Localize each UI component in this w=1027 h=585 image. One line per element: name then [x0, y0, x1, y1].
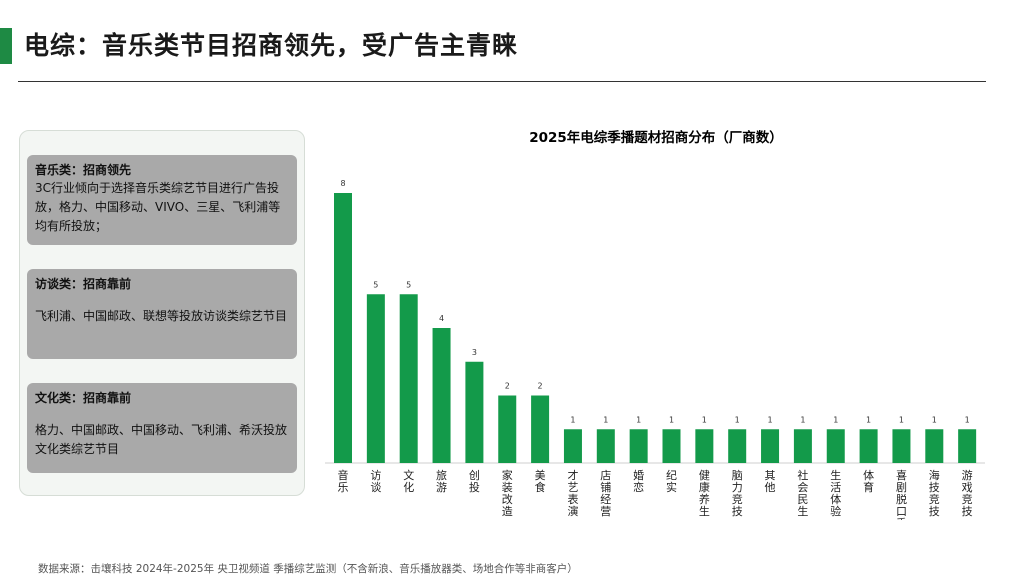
bar-value-label: 1	[833, 415, 838, 424]
category-label: 才艺表演	[567, 468, 578, 518]
bar-chart: 2025年电综季播题材招商分布（厂商数） 8 音乐 5 访谈 5 文化 4 旅游 3 创投 2 家装改…	[325, 129, 985, 520]
data-source-note: 数据来源：击壤科技 2024年-2025年 央卫视频道 季播综艺监测（不含新浪、…	[38, 563, 578, 575]
category-label: 文化	[403, 468, 414, 494]
bar-10	[629, 429, 648, 463]
bar-value-label: 1	[899, 415, 904, 424]
insight-card-interview: 访谈类：招商靠前 飞利浦、中国邮政、联想等投放访谈类综艺节目	[27, 269, 297, 359]
category-label: 海技竞技	[929, 468, 940, 518]
bar-9	[596, 429, 615, 463]
insight-card-body: 格力、中国邮政、中国移动、飞利浦、希沃投放文化类综艺节目	[35, 423, 288, 456]
title-divider	[18, 81, 986, 82]
bar-value-label: 5	[406, 280, 411, 289]
bar-3	[399, 294, 418, 463]
bar-2	[366, 294, 385, 463]
bar-7	[531, 395, 550, 463]
bar-16	[826, 429, 845, 463]
bar-11	[662, 429, 681, 463]
bar-value-label: 1	[866, 415, 871, 424]
bar-15	[793, 429, 812, 463]
bar-13	[728, 429, 747, 463]
insight-card-music: 音乐类：招商领先 3C行业倾向于选择音乐类综艺节目进行广告投放，格力、中国移动、…	[27, 155, 297, 245]
bars-group: 8 音乐 5 访谈 5 文化 4 旅游 3 创投 2 家装改造 2 美食 1 才艺表演 1 店铺经营 1 婚恋 1 纪实 1…	[334, 179, 977, 520]
category-label: 音乐	[338, 468, 349, 494]
bar-value-label: 1	[636, 415, 641, 424]
category-label: 旅游	[436, 468, 447, 494]
category-label: 社会民生	[797, 468, 808, 518]
bar-1	[334, 193, 352, 463]
bar-value-label: 5	[373, 280, 378, 289]
bar-value-label: 1	[702, 415, 707, 424]
category-label: 生活体验	[830, 468, 841, 518]
insight-card-body: 飞利浦、中国邮政、联想等投放访谈类综艺节目	[35, 309, 288, 323]
category-label: 美食	[535, 469, 546, 494]
bar-value-label: 1	[965, 415, 970, 424]
bar-5	[465, 361, 484, 463]
bar-value-label: 2	[538, 382, 543, 391]
category-label: 访谈	[370, 469, 381, 494]
category-label: 体育	[863, 468, 874, 494]
bar-value-label: 4	[439, 314, 444, 323]
category-label: 店铺经营	[600, 468, 611, 518]
bar-value-label: 8	[340, 179, 345, 188]
category-label: 家装改造	[502, 468, 513, 518]
insight-card-title: 音乐类：招商领先	[35, 163, 132, 177]
bar-value-label: 1	[570, 415, 575, 424]
bar-value-label: 1	[735, 415, 740, 424]
category-label: 婚恋	[633, 468, 644, 494]
bar-value-label: 3	[472, 348, 477, 357]
bar-12	[695, 429, 714, 463]
insight-card-title: 访谈类：招商靠前	[35, 277, 132, 291]
bar-value-label: 1	[669, 415, 674, 424]
page-title: 电综：音乐类节目招商领先，受广告主青睐	[24, 31, 519, 60]
category-label: 其他	[765, 469, 776, 494]
bar-value-label: 2	[505, 382, 510, 391]
insight-panel: 音乐类：招商领先 3C行业倾向于选择音乐类综艺节目进行广告投放，格力、中国移动、…	[19, 130, 305, 496]
bar-value-label: 1	[800, 415, 805, 424]
category-label: 脑力竞技	[732, 469, 743, 518]
bar-4	[432, 328, 451, 463]
category-label: 创投	[469, 469, 480, 494]
bar-17	[859, 429, 878, 463]
insight-card-body: 3C行业倾向于选择音乐类综艺节目进行广告投放，格力、中国移动、VIVO、三星、飞…	[35, 181, 281, 233]
bar-value-label: 1	[603, 415, 608, 424]
title-accent-bar	[0, 28, 12, 64]
insight-card-title: 文化类：招商靠前	[35, 391, 132, 405]
category-label: 游戏竞技	[962, 469, 973, 518]
bar-6	[498, 395, 517, 463]
insight-card-culture: 文化类：招商靠前 格力、中国邮政、中国移动、飞利浦、希沃投放文化类综艺节目	[27, 383, 297, 473]
bar-18	[892, 429, 911, 463]
bar-14	[761, 429, 780, 463]
category-label: 健康养生	[699, 469, 710, 518]
chart-title: 2025年电综季播题材招商分布（厂商数）	[529, 129, 783, 146]
bar-value-label: 1	[932, 415, 937, 424]
bar-8	[563, 429, 582, 463]
bar-20	[958, 429, 977, 463]
category-label: 喜剧脱口秀	[896, 469, 907, 520]
bar-value-label: 1	[768, 415, 773, 424]
category-label: 纪实	[666, 469, 677, 494]
bar-19	[925, 429, 944, 463]
